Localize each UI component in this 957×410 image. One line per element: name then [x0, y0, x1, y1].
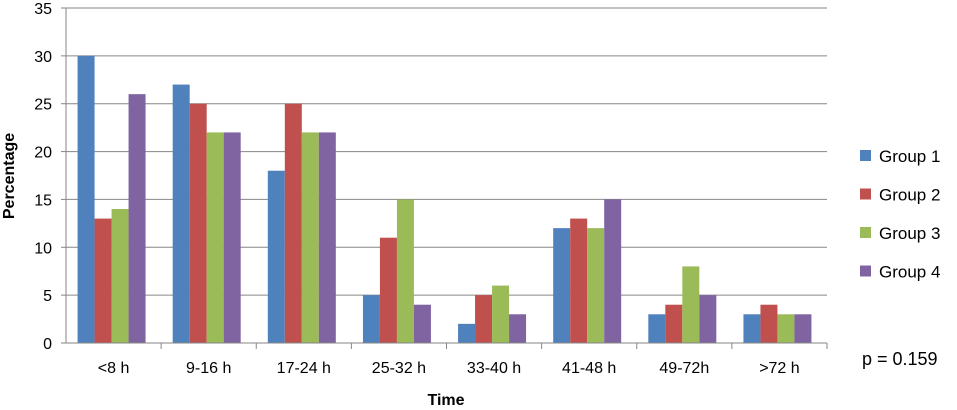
x-tick-label: 33-40 h [467, 360, 521, 377]
bar-group-3 [492, 285, 510, 343]
x-tick-label: 25-32 h [372, 360, 426, 377]
bar-group-1 [648, 314, 666, 343]
legend-label: Group 4 [879, 263, 940, 282]
x-tick-label: >72 h [759, 360, 799, 377]
bar-group-2 [284, 103, 302, 343]
y-tick-label: 20 [34, 145, 52, 162]
bar-group-2 [475, 295, 493, 343]
bar-group-1 [553, 228, 571, 343]
bar-group-4 [509, 314, 527, 343]
x-tick-label: 9-16 h [186, 360, 231, 377]
bars [77, 55, 812, 344]
legend-label: Group 1 [879, 147, 940, 166]
x-tick-label: 49-72h [659, 360, 709, 377]
bar-group-1 [172, 84, 190, 344]
bar-group-4 [604, 199, 622, 343]
y-tick-label: 35 [34, 1, 52, 18]
bar-group-2 [760, 304, 778, 343]
legend-label: Group 2 [879, 186, 940, 205]
bar-group-2 [665, 304, 683, 343]
x-tick-label: <8 h [98, 360, 130, 377]
bar-group-3 [396, 199, 414, 343]
axes [61, 7, 828, 349]
bar-group-1 [362, 295, 380, 343]
bar-group-2 [379, 237, 397, 343]
legend-swatch [860, 265, 871, 277]
x-axis-title: Time [427, 392, 464, 409]
bar-group-3 [777, 314, 795, 343]
x-tick-label: 41-48 h [562, 360, 616, 377]
bar-group-2 [94, 218, 112, 343]
bar-group-3 [111, 209, 129, 343]
x-tick-label: 17-24 h [277, 360, 331, 377]
bar-group-4 [223, 132, 241, 343]
bar-group-4 [794, 314, 812, 343]
bar-group-3 [682, 266, 700, 343]
bar-group-2 [189, 103, 207, 343]
bar-group-2 [570, 218, 588, 343]
y-axis-title: Percentage [1, 133, 18, 219]
y-tick-label: 30 [34, 49, 52, 66]
p-value-annotation: p = 0.159 [862, 349, 938, 369]
y-tick-label: 10 [34, 240, 52, 257]
y-tick-labels: 0 5 10 15 20 25 30 35 [34, 1, 52, 353]
y-tick-label: 25 [34, 97, 52, 114]
bar-group-4 [699, 295, 717, 343]
legend-swatch [860, 227, 871, 238]
y-tick-label: 0 [43, 336, 52, 353]
legend-swatch [860, 150, 871, 161]
legend-label: Group 3 [879, 224, 940, 243]
bar-group-4 [413, 304, 431, 343]
legend: Group 1 Group 2 Group 3 Group 4 [860, 147, 940, 282]
bar-group-4 [128, 94, 146, 344]
x-tick-labels: <8 h 9-16 h 17-24 h 25-32 h 33-40 h 41-48 h 49… [98, 360, 800, 377]
legend-swatch [860, 188, 871, 200]
bar-group-3 [206, 132, 224, 343]
bar-group-1 [77, 55, 95, 343]
bar-group-3 [301, 132, 319, 343]
bar-group-3 [587, 228, 605, 343]
bar-group-1 [458, 323, 476, 343]
bar-group-4 [318, 132, 336, 343]
y-tick-label: 5 [43, 288, 52, 305]
bar-group-1 [743, 314, 761, 343]
bar-group-1 [267, 170, 285, 343]
y-tick-label: 15 [34, 192, 52, 209]
